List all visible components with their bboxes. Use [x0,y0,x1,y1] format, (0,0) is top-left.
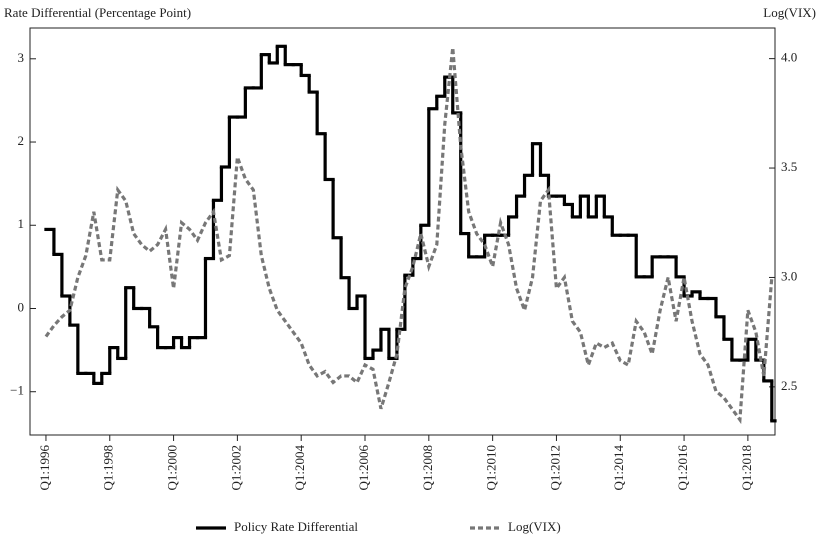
y2-tick-label: 3.5 [781,159,797,174]
plot-frame [29,27,776,436]
y2-tick-label: 2.5 [781,378,797,393]
x-tick-label: Q1:2016 [675,445,690,491]
y2-tick-label: 3.0 [781,268,797,283]
y-tick-label: 1 [18,216,25,231]
legend-label: Policy Rate Differential [234,519,358,534]
y-tick-label: 0 [18,299,25,314]
step-riser [52,46,774,421]
y-axis-label: Rate Differential (Percentage Point) [4,5,191,20]
y-tick-label: 2 [18,133,25,148]
series-line [44,47,774,425]
x-tick-label: Q1:2014 [611,445,626,491]
x-tick-label: Q1:1996 [37,445,52,491]
x-tick-label: Q1:2004 [292,445,307,491]
x-tick-label: Q1:2008 [420,445,435,491]
x-tick-label: Q1:2006 [356,445,371,491]
y-tick-label: −1 [10,383,24,398]
x-tick-label: Q1:2018 [739,445,754,491]
x-tick-label: Q1:1998 [101,445,116,491]
legend-label: Log(VIX) [508,519,561,534]
y2-axis-label: Log(VIX) [763,5,816,20]
y-tick-label: 3 [18,50,25,65]
x-tick-label: Q1:2000 [165,445,180,491]
x-tick-label: Q1:2012 [547,445,562,491]
x-tick-label: Q1:2010 [484,445,499,491]
y2-tick-label: 4.0 [781,50,797,65]
x-tick-label: Q1:2002 [228,445,243,491]
